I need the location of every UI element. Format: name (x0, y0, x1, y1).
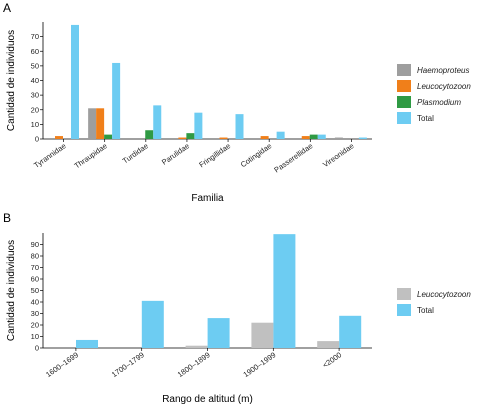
chart-b-y-tick-label: 80 (31, 252, 39, 261)
panel-a-letter: A (3, 1, 11, 15)
chart-a-bar-plasmodium-turdidae (145, 130, 154, 139)
chart-a-legend-label-total: Total (417, 114, 434, 123)
chart-a-legend-swatch-total (397, 112, 411, 124)
chart-a-x-axis-title: Familia (191, 193, 224, 204)
chart-b-y-tick-label: 50 (31, 286, 39, 295)
chart-b-legend-label-total: Total (417, 306, 434, 315)
chart-a-bar-plasmodium-passerellidae (309, 134, 318, 139)
chart-b-x-axis-title: Rango de altitud (m) (162, 394, 253, 405)
chart-a-x-tick-label-passerellidae: Passerellidae (272, 141, 314, 174)
chart-b-x-tick-label-1900-1999: 1900–1999 (242, 350, 278, 379)
chart-b-x-tick-label-1600-1699: 1600–1699 (44, 350, 80, 379)
chart-a-bar-leucocytozoon-tyrannidae (55, 136, 63, 139)
panel-b-letter: B (3, 211, 11, 225)
chart-b-legend-swatch-leucocytozoon (397, 288, 411, 300)
chart-b-bar-total-1900-1999 (273, 234, 296, 348)
chart-a-bar-plasmodium-parulidae (186, 133, 195, 139)
chart-a-y-tick-label: 10 (31, 120, 39, 129)
chart-b-bar-total-2000 (339, 315, 362, 348)
chart-b-x-tick-label-2000: <2000 (321, 350, 343, 369)
chart-a-bar-leucocytozoon-thraupidae (96, 108, 105, 139)
chart-b-y-tick-label: 10 (31, 332, 39, 341)
chart-a-bar-haemoproteus-thraupidae (88, 108, 97, 139)
chart-b-y-axis-title: Cantidad de individuos (6, 240, 17, 341)
chart-a-bar-leucocytozoon-cotingidae (260, 136, 269, 139)
chart-a-y-tick-label: 0 (35, 135, 39, 144)
chart-b-y-tick-label: 0 (35, 344, 39, 353)
chart-a-bar-haemoproteus-vireonidae (334, 137, 343, 139)
chart-a-bar-leucocytozoon-parulidae (178, 137, 187, 139)
chart-b-bar-leucocytozoon-2000 (317, 341, 340, 348)
chart-a-bar-total-parulidae (194, 112, 203, 139)
chart-a-bar-leucocytozoon-passerellidae (301, 136, 310, 139)
chart-a-x-tick-label-thraupidae: Thraupidae (73, 141, 109, 170)
chart-b-x-tick-label-1800-1899: 1800–1899 (176, 350, 212, 379)
chart-a-bar-plasmodium-thraupidae (104, 134, 113, 139)
chart-b-bar-leucocytozoon-1900-1999 (251, 322, 274, 348)
chart-a-y-tick-label: 50 (31, 61, 39, 70)
chart-a: 0 10 20 30 40 50 60 70 Tyrannidae Thraupidae Turdi… (6, 22, 471, 204)
chart-a-bar-leucocytozoon-fringillidae (219, 137, 228, 139)
chart-b: 0 10 20 30 40 50 60 70 80 90 1600–1699 1700–1799 180… (6, 233, 471, 405)
chart-b-legend-swatch-total (397, 304, 411, 316)
chart-a-y-tick-label: 30 (31, 91, 39, 100)
chart-a-legend-label-haemoproteus: Haemoproteus (417, 66, 469, 75)
chart-a-bar-total-tyrannidae (71, 24, 79, 139)
chart-a-y-tick-label: 60 (31, 47, 39, 56)
chart-a-y-axis-title: Cantidad de individuos (6, 30, 17, 131)
chart-a-y-tick-label: 40 (31, 76, 39, 85)
chart-a-bar-total-fringillidae (235, 114, 244, 139)
chart-b-y-tick-label: 70 (31, 263, 39, 272)
chart-b-y-tick-label: 20 (31, 321, 39, 330)
chart-a-legend-swatch-plasmodium (397, 96, 411, 108)
chart-a-x-tick-label-fringillidae: Fringillidae (197, 141, 232, 169)
chart-b-bar-total-1800-1899 (207, 318, 230, 348)
chart-a-y-tick-label: 70 (31, 32, 39, 41)
chart-a-x-tick-label-vireonidae: Vireonidae (321, 141, 355, 169)
chart-a-x-tick-label-turdidae: Turdidae (121, 141, 150, 165)
chart-a-bar-total-vireonidae (358, 137, 367, 139)
chart-b-bar-total-1700-1799 (141, 300, 164, 348)
chart-a-legend-label-plasmodium: Plasmodium (417, 98, 461, 107)
chart-b-x-tick-label-1700-1799: 1700–1799 (110, 350, 146, 379)
chart-a-x-tick-label-tyrannidae: Tyrannidae (32, 141, 68, 170)
chart-b-y-tick-label: 90 (31, 240, 39, 249)
chart-a-x-tick-label-cotingidae: Cotingidae (239, 141, 274, 169)
chart-a-bar-total-turdidae (153, 105, 162, 139)
chart-b-bar-total-1600-1699 (76, 339, 98, 348)
chart-a-x-tick-label-parulidae: Parulidae (160, 141, 191, 167)
chart-b-legend-label-leucocytozoon: Leucocytozoon (417, 290, 471, 299)
chart-b-bar-leucocytozoon-1800-1899 (185, 345, 208, 348)
chart-a-legend-label-leucocytozoon: Leucocytozoon (417, 82, 471, 91)
chart-a-bar-total-cotingidae (276, 131, 285, 139)
chart-b-y-tick-label: 40 (31, 298, 39, 307)
chart-a-y-tick-label: 20 (31, 105, 39, 114)
chart-a-legend-swatch-haemoproteus (397, 64, 411, 76)
chart-a-legend-swatch-leucocytozoon (397, 80, 411, 92)
chart-a-bar-total-passerellidae (317, 134, 326, 139)
chart-a-bar-total-thraupidae (112, 62, 121, 140)
chart-b-y-tick-label: 60 (31, 275, 39, 284)
chart-b-y-tick-label: 30 (31, 309, 39, 318)
